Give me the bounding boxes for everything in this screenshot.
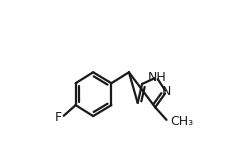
Text: F: F <box>55 111 62 124</box>
Text: NH: NH <box>147 71 166 84</box>
Text: CH₃: CH₃ <box>170 115 193 128</box>
Text: N: N <box>162 85 171 99</box>
